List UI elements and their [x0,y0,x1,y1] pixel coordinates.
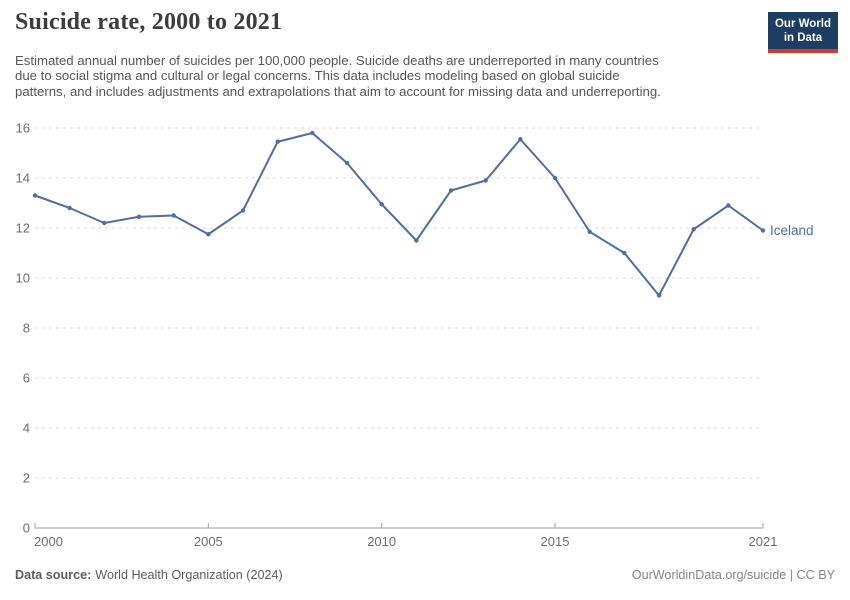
data-source-value: World Health Organization (2024) [95,568,283,582]
credit-link[interactable]: OurWorldinData.org/suicide | CC BY [631,568,835,582]
data-point [622,250,627,256]
subtitle-line-3: patterns, and includes adjustments and e… [15,83,661,99]
data-point [656,293,662,298]
y-tick-label: 12 [16,221,30,236]
data-point [414,238,419,243]
data-line-iceland[interactable] [34,132,764,297]
data-point [552,175,558,181]
data-point [240,208,246,213]
data-source-label: Data source: [15,568,92,582]
data-source-note: Data source: World Health Organization (2… [15,568,283,582]
data-point [483,178,488,183]
data-point [67,205,72,211]
data-point [587,229,592,234]
page-title: Suicide rate, 2000 to 2021 [15,9,283,35]
x-axis-line [34,523,764,529]
subtitle-line-1: Estimated annual number of suicides per … [15,53,659,68]
owid-logo-line1: Our World [774,18,831,30]
y-tick-label: 8 [23,321,30,336]
data-point [760,228,766,233]
data-point [726,203,731,208]
data-point [206,232,211,237]
x-tick-label: 2005 [194,534,223,549]
x-tick-label: 2010 [367,534,396,549]
x-tick-label: 2000 [34,534,63,549]
owid-logo[interactable]: Our World in Data [767,12,838,54]
y-tick-label: 10 [16,271,30,286]
data-point [136,214,142,219]
x-tick-label: 2015 [541,534,570,549]
y-tick-label: 0 [23,521,30,536]
subtitle-line-2: due to social stigma and cultural or leg… [15,68,620,84]
data-point [310,130,315,136]
data-point [102,220,107,226]
data-point [691,227,696,232]
entity-label[interactable]: Iceland [770,223,814,238]
data-point [171,213,176,218]
x-tick-label: 2021 [749,534,778,549]
data-point [518,137,523,142]
owid-logo-line2: in Data [783,32,823,45]
data-point [344,160,350,166]
y-tick-label: 14 [16,171,30,186]
y-tick-label: 6 [23,371,30,386]
y-tick-label: 2 [23,471,30,486]
data-point [32,193,38,198]
y-tick-label: 16 [16,121,30,136]
data-point [379,202,384,207]
footer: Data source: World Health Organization (2… [15,568,835,582]
data-point [448,188,454,193]
data-point [275,139,280,144]
chart-subtitle: Estimated annual number of suicides per … [15,53,760,99]
y-tick-label: 4 [23,421,30,436]
